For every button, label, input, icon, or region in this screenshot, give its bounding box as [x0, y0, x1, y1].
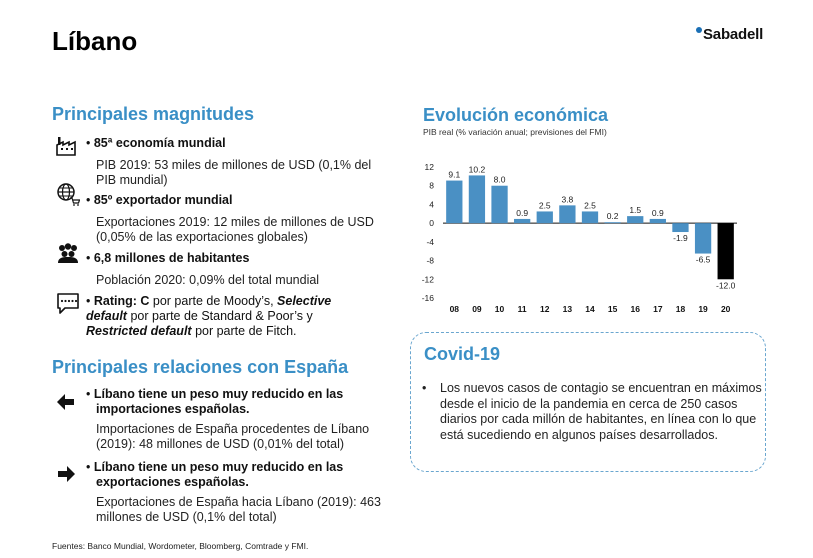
globe-cart-icon [57, 183, 80, 206]
bar-value-label: -6.5 [696, 255, 711, 265]
relacion-item-1-title-line2-wrap: importaciones españolas. [96, 402, 250, 417]
covid-bullet: • [422, 381, 427, 395]
bar [649, 218, 666, 224]
x-tick-label: 11 [518, 304, 527, 314]
bar [446, 180, 463, 224]
magnitude-item-2: • 85º exportador mundial [86, 193, 233, 207]
x-tick-label: 18 [676, 304, 686, 314]
rating-text-part-3: por parte de Fitch. [191, 324, 297, 338]
x-tick-label: 14 [585, 304, 595, 314]
x-tick-label: 09 [472, 304, 482, 314]
logo-mark-icon [696, 27, 702, 33]
sources-footer: Fuentes: Banco Mundial, Wordometer, Bloo… [52, 541, 309, 551]
x-tick-label: 08 [450, 304, 460, 314]
bar [604, 222, 621, 224]
relacion-item-2: • Líbano tiene un peso muy reducido en l… [86, 460, 344, 474]
logo-text: Sabadell [703, 26, 764, 43]
y-tick-label: 4 [429, 199, 434, 209]
population-icon [58, 243, 78, 263]
x-tick-label: 10 [495, 304, 505, 314]
bar [627, 216, 644, 224]
bar [581, 211, 599, 224]
y-tick-label: 8 [429, 181, 434, 191]
rating-chat-icon [57, 293, 79, 314]
covid-box [410, 332, 766, 472]
sabadell-logo: Sabadell [696, 26, 763, 43]
rating-restricted-default: Restricted default [86, 324, 192, 338]
bar [694, 223, 712, 254]
x-tick-label: 13 [563, 304, 573, 314]
bar [717, 223, 734, 280]
rating-text: • Rating: C por parte de Moody’s, Select… [86, 294, 332, 338]
relacion-item-1-title-line1: Líbano tiene un peso muy reducido en las [93, 387, 344, 401]
bar-value-label: 3.8 [561, 194, 573, 204]
relacion-item-1-title-line2: importaciones españolas. [96, 402, 250, 416]
magnitude-item-3: • 6,8 millones de habitantes [86, 251, 250, 265]
y-tick-label: 12 [425, 162, 435, 172]
bar-value-label: 2.5 [584, 200, 596, 210]
bar [468, 175, 486, 224]
x-tick-label: 17 [653, 304, 663, 314]
bar [536, 211, 553, 224]
x-tick-label: 20 [721, 304, 731, 314]
relacion-item-1-desc-line2: (2019): 48 millones de USD (0,01% del to… [96, 437, 345, 451]
bar-value-label: 10.2 [469, 164, 486, 174]
bar [491, 185, 508, 224]
covid-text: Los nuevos casos de contagio se encuentr… [440, 381, 762, 442]
magnitude-item-1: • 85ª economía mundial [86, 136, 226, 150]
magnitude-item-2-desc-line2: (0,05% de las exportaciones globales) [96, 230, 308, 244]
arrow-right-icon [58, 466, 75, 482]
factory-icon [56, 137, 76, 156]
rating-text-part: por parte de Moody’s, [149, 294, 278, 308]
x-tick-label: 19 [698, 304, 708, 314]
x-tick-label: 16 [630, 304, 640, 314]
chart-heading: Evolución económica [423, 105, 609, 125]
relacion-item-1-desc-line1: Importaciones de España procedentes de L… [96, 422, 370, 436]
magnitude-item-3-title: 6,8 millones de habitantes [93, 251, 250, 265]
relacion-item-2-desc-line1: Exportaciones de España hacia Líbano (20… [96, 495, 381, 509]
bar-value-label: 1.5 [629, 205, 641, 215]
bar-value-label: 8.0 [494, 175, 506, 185]
relacion-item-2-title-line2: exportaciones españolas. [96, 475, 249, 489]
bar-value-label: 9.1 [448, 170, 460, 180]
magnitude-item-1-desc-line1: PIB 2019: 53 miles de millones de USD (0… [96, 158, 372, 172]
bar-value-label: 0.9 [652, 208, 664, 218]
x-tick-label: 15 [608, 304, 618, 314]
rating-selective: Selective [277, 294, 332, 308]
rating-default: default [86, 309, 127, 323]
bar [514, 218, 531, 224]
y-tick-label: -16 [422, 293, 435, 303]
covid-heading: Covid-19 [424, 344, 501, 364]
rating-label: Rating: C [93, 294, 150, 308]
y-tick-label: 0 [429, 218, 434, 228]
y-tick-label: -8 [426, 256, 434, 266]
magnitude-item-3-desc-line1: Población 2020: 0,09% del total mundial [96, 273, 320, 287]
bar-value-label: -12.0 [716, 280, 736, 290]
magnitude-item-1-title: 85ª economía mundial [93, 136, 226, 150]
bar-value-label: -1.9 [673, 233, 688, 243]
magnitude-item-2-title: 85º exportador mundial [93, 193, 233, 207]
bar-value-label: 2.5 [539, 200, 551, 210]
arrow-left-icon [57, 394, 74, 410]
relacion-item-1: • Líbano tiene un peso muy reducido en l… [86, 387, 344, 401]
bar [672, 223, 689, 233]
rating-text-part-2: por parte de Standard & Poor’s y [126, 309, 313, 323]
bar-value-label: 0.2 [607, 211, 619, 221]
relaciones-heading: Principales relaciones con España [52, 357, 349, 377]
magnitudes-heading: Principales magnitudes [52, 104, 255, 124]
chart-title: PIB real (% variación anual; previsiones… [423, 127, 607, 137]
magnitude-item-2-desc-line1: Exportaciones 2019: 12 miles de millones… [96, 215, 374, 229]
gdp-bar-chart: 12 8 4 0 -4 -8 -12 -16 9.1 08 10.2 09 8.0 10 0.9 11 2.5 1… [422, 162, 737, 314]
relacion-item-2-title-line2-wrap: exportaciones españolas. [96, 475, 249, 490]
magnitude-item-1-desc-line2: PIB mundial) [96, 173, 168, 187]
y-tick-label: -12 [422, 274, 435, 284]
y-tick-label: -4 [426, 237, 434, 247]
relacion-item-2-desc-line2: millones de USD (0,1% del total) [96, 510, 277, 524]
x-tick-label: 12 [540, 304, 550, 314]
bar-value-label: 0.9 [516, 208, 528, 218]
page-title: Líbano [52, 26, 138, 56]
covid-paragraph: • Los nuevos casos de contagio se encuen… [422, 381, 762, 443]
bar [559, 205, 576, 224]
relacion-item-2-title-line1: Líbano tiene un peso muy reducido en las [93, 460, 344, 474]
